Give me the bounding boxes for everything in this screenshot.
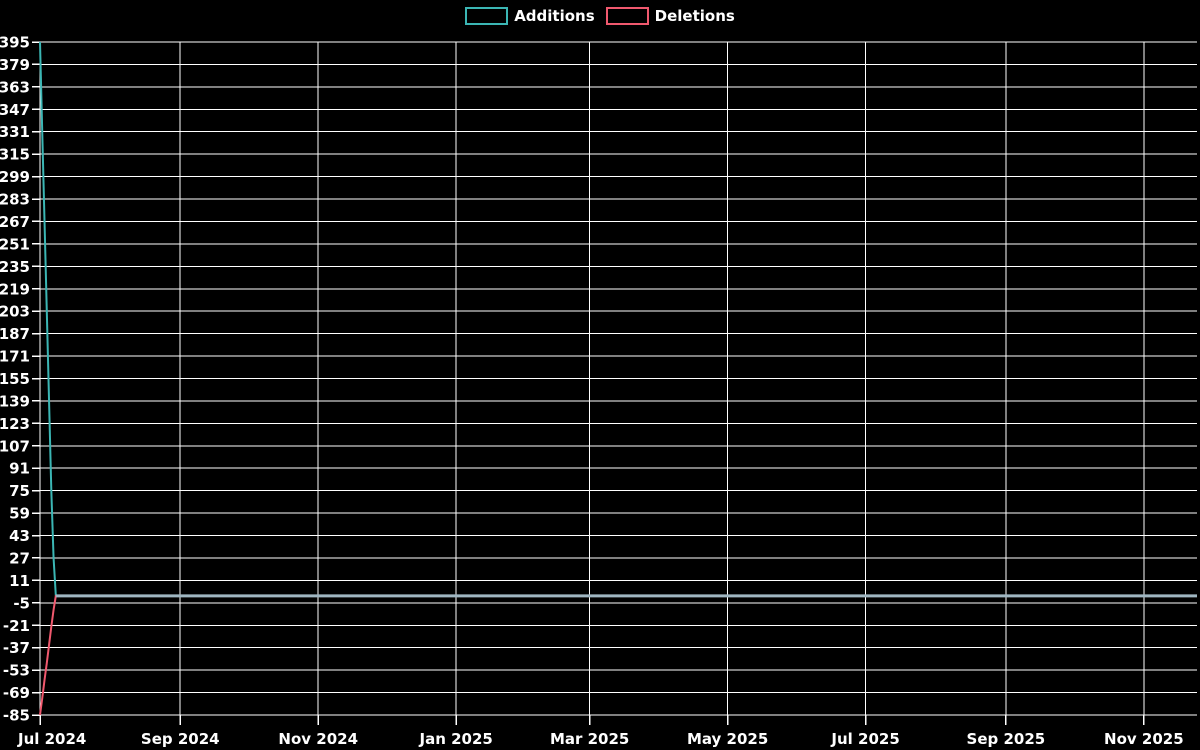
y-tick-label: 235	[0, 258, 30, 276]
y-tick-label: 379	[0, 56, 30, 74]
y-tick-label: 187	[0, 325, 30, 343]
deletions-line	[39, 594, 1197, 716]
y-tick-label: -21	[3, 617, 30, 635]
y-tick-label: 155	[0, 370, 30, 388]
y-tick-label: 251	[0, 235, 30, 253]
y-tick-label: -5	[13, 594, 30, 612]
legend-label-deletions: Deletions	[654, 6, 735, 25]
additions-swatch-icon	[465, 7, 509, 25]
x-tick-label: Jul 2025	[830, 730, 899, 748]
y-tick-label: 331	[0, 123, 30, 141]
legend-item-additions[interactable]: Additions	[465, 6, 595, 25]
x-tick-label: Mar 2025	[550, 730, 629, 748]
x-tick-label: Sep 2025	[967, 730, 1046, 748]
x-tick-label: Sep 2024	[141, 730, 220, 748]
legend-item-deletions[interactable]: Deletions	[605, 6, 735, 25]
legend-label-additions: Additions	[514, 6, 595, 25]
y-tick-label: 91	[9, 460, 30, 478]
x-tick-label: Jan 2025	[419, 730, 493, 748]
y-tick-label: 283	[0, 191, 30, 209]
y-tick-label: 139	[0, 392, 30, 410]
y-tick-label: 107	[0, 437, 30, 455]
y-tick-label: 27	[9, 549, 30, 567]
y-tick-label: -85	[3, 707, 30, 725]
y-tick-label: 395	[0, 34, 30, 52]
y-tick-label: 11	[9, 572, 30, 590]
y-tick-label: 363	[0, 78, 30, 96]
y-tick-label: 171	[0, 348, 30, 366]
chart-legend: Additions Deletions	[0, 7, 1200, 25]
x-tick-label: Jul 2024	[17, 730, 86, 748]
y-tick-label: 59	[9, 505, 30, 523]
y-tick-label: 75	[9, 482, 30, 500]
y-tick-label: 315	[0, 146, 30, 164]
y-tick-label: 299	[0, 168, 30, 186]
x-tick-label: Nov 2025	[1104, 730, 1184, 748]
y-tick-label: -69	[3, 684, 30, 702]
x-tick-label: Nov 2024	[278, 730, 358, 748]
y-tick-label: -53	[3, 662, 30, 680]
deletions-swatch-icon	[605, 7, 649, 25]
x-tick-label: May 2025	[687, 730, 768, 748]
y-tick-label: 347	[0, 101, 30, 119]
y-tick-label: 43	[9, 527, 30, 545]
y-tick-label: 267	[0, 213, 30, 231]
y-tick-label: 219	[0, 280, 30, 298]
y-tick-label: -37	[3, 639, 30, 657]
additions-line	[39, 41, 1197, 597]
y-tick-label: 123	[0, 415, 30, 433]
y-tick-label: 203	[0, 303, 30, 321]
